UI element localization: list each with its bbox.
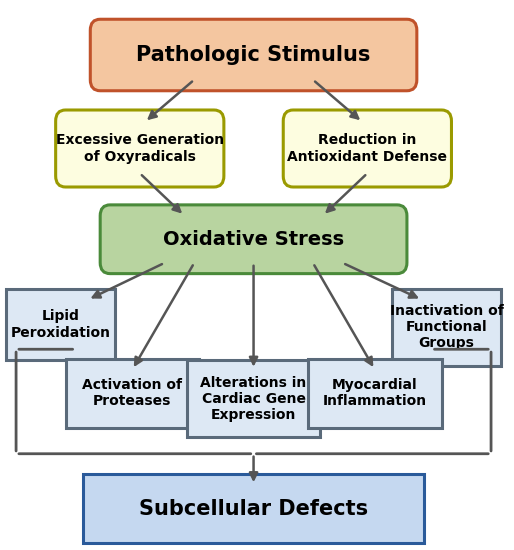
FancyBboxPatch shape <box>392 289 501 366</box>
Text: Myocardial
Inflammation: Myocardial Inflammation <box>323 378 427 408</box>
FancyBboxPatch shape <box>6 289 115 360</box>
Text: Reduction in
Antioxidant Defense: Reduction in Antioxidant Defense <box>287 134 447 163</box>
FancyBboxPatch shape <box>100 205 407 274</box>
Text: Inactivation of
Functional
Groups: Inactivation of Functional Groups <box>390 304 503 350</box>
Text: Pathologic Stimulus: Pathologic Stimulus <box>136 45 371 65</box>
FancyBboxPatch shape <box>83 474 424 543</box>
FancyBboxPatch shape <box>187 360 320 437</box>
Text: Oxidative Stress: Oxidative Stress <box>163 230 344 249</box>
FancyBboxPatch shape <box>66 359 199 428</box>
Text: Excessive Generation
of Oxyradicals: Excessive Generation of Oxyradicals <box>56 134 224 163</box>
Text: Alterations in
Cardiac Gene
Expression: Alterations in Cardiac Gene Expression <box>200 376 307 422</box>
FancyBboxPatch shape <box>90 19 417 91</box>
Text: Lipid
Peroxidation: Lipid Peroxidation <box>11 310 111 339</box>
FancyBboxPatch shape <box>283 110 451 187</box>
Text: Activation of
Proteases: Activation of Proteases <box>82 378 182 408</box>
FancyBboxPatch shape <box>56 110 224 187</box>
FancyBboxPatch shape <box>308 359 442 428</box>
Text: Subcellular Defects: Subcellular Defects <box>139 499 368 519</box>
